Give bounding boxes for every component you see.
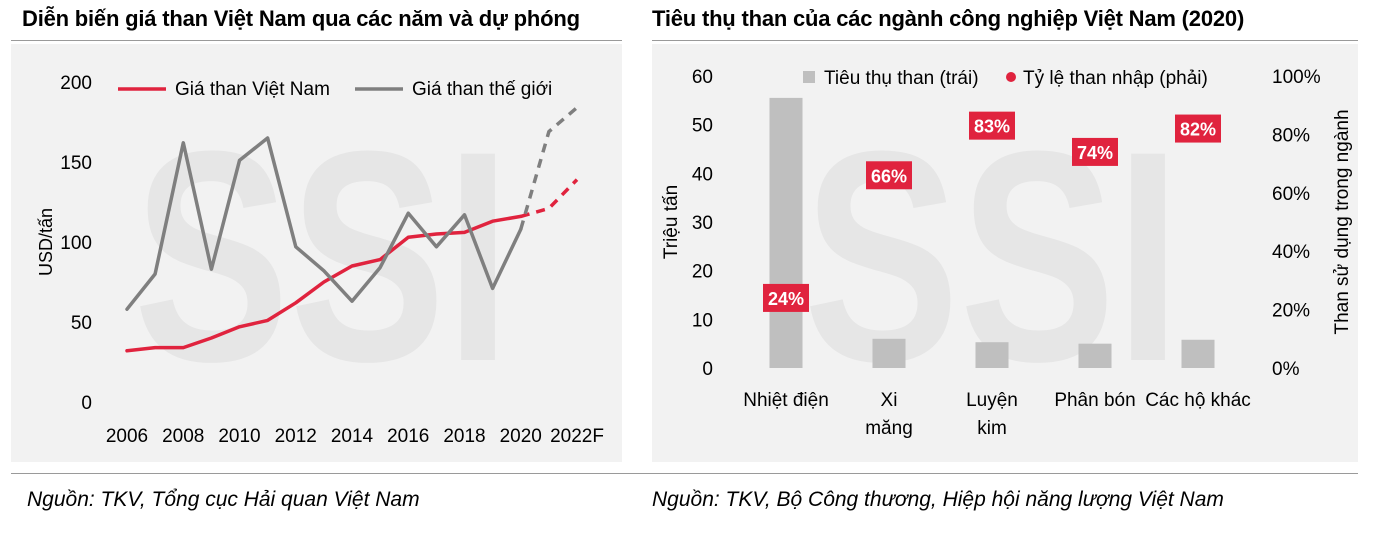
x-tick-label: 2006 <box>106 426 148 447</box>
y-tick-label: 50 <box>692 116 713 137</box>
import-ratio-label: 24% <box>768 289 804 309</box>
x-tick-label: 2012 <box>275 426 317 447</box>
y2-tick-label: 100% <box>1272 67 1321 88</box>
legend-label: Giá than thế giới <box>412 79 552 100</box>
left-watermark: SSI <box>133 89 510 425</box>
category-label: Nhiệt điện <box>743 390 829 411</box>
import-ratio-marker <box>1072 137 1118 166</box>
y-tick-label: 200 <box>60 73 92 94</box>
y-tick-label: 30 <box>692 213 713 234</box>
y-axis-label: USD/tấn <box>36 208 56 276</box>
x-tick-label: 2010 <box>218 426 260 447</box>
x-tick-label: 2020 <box>500 426 542 447</box>
left-title-rule <box>11 40 622 41</box>
x-tick-label: 2016 <box>387 426 429 447</box>
import-ratio-label: 82% <box>1180 120 1216 140</box>
category-label: kim <box>977 418 1007 439</box>
source-rule <box>11 473 1358 474</box>
forecast-line-vietnam <box>520 178 579 219</box>
legend-label: Tỷ lệ than nhập (phải) <box>1023 68 1208 89</box>
import-ratio-label: 66% <box>871 166 907 186</box>
series-line-world <box>125 136 523 311</box>
import-ratio-label: 74% <box>1077 143 1113 163</box>
series-line-vietnam <box>125 214 523 353</box>
left-chart-title: Diễn biến giá than Việt Nam qua các năm … <box>22 6 580 31</box>
y-tick-label: 150 <box>60 153 92 174</box>
y-tick-label: 100 <box>60 233 92 254</box>
y-tick-label: 0 <box>81 393 92 414</box>
bar-consumption <box>1181 339 1215 368</box>
y2-tick-label: 40% <box>1272 242 1310 263</box>
bar-consumption <box>1078 343 1112 368</box>
left-chart-area <box>11 44 622 462</box>
x-tick-label: 2018 <box>443 426 485 447</box>
category-label: Các hộ khác <box>1145 390 1251 411</box>
x-tick-label: 2022F <box>550 426 604 447</box>
legend-label: Giá than Việt Nam <box>175 79 330 100</box>
left-source-note: Nguồn: TKV, Tổng cục Hải quan Việt Nam <box>27 488 420 511</box>
y-axis-label: Triệu tấn <box>661 185 682 259</box>
category-label: Phân bón <box>1054 390 1135 411</box>
legend-label: Tiêu thụ than (trái) <box>824 68 979 89</box>
y-tick-label: 40 <box>692 164 713 185</box>
y2-tick-label: 20% <box>1272 301 1310 322</box>
y2-tick-label: 80% <box>1272 125 1310 146</box>
y-tick-label: 60 <box>692 67 713 88</box>
import-ratio-label: 83% <box>974 117 1010 137</box>
import-ratio-marker <box>866 161 912 190</box>
import-ratio-marker <box>969 111 1015 140</box>
right-source-note: Nguồn: TKV, Bộ Công thương, Hiệp hội năn… <box>652 488 1224 511</box>
import-ratio-marker <box>1175 114 1221 143</box>
y-tick-label: 20 <box>692 262 713 283</box>
right-chart-title: Tiêu thụ than của các ngành công nghiệp … <box>652 6 1245 31</box>
y-tick-label: 0 <box>702 359 713 380</box>
import-ratio-marker <box>763 283 809 312</box>
bar-consumption <box>872 338 906 368</box>
bar-consumption <box>769 97 803 369</box>
y-tick-label: 10 <box>692 310 713 331</box>
category-label: Xi <box>881 390 898 411</box>
category-label: măng <box>865 418 913 439</box>
bar-consumption <box>975 342 1009 368</box>
legend-swatch-consumption <box>803 71 815 83</box>
right-title-rule <box>652 40 1358 41</box>
y2-tick-label: 0% <box>1272 359 1300 380</box>
forecast-line-world <box>519 106 579 230</box>
x-tick-label: 2008 <box>162 426 204 447</box>
y-tick-label: 50 <box>71 313 92 334</box>
legend-swatch-import-ratio <box>1006 72 1016 82</box>
y2-tick-label: 60% <box>1272 184 1310 205</box>
y2-axis-label: Than sử dụng trong ngành <box>1332 109 1353 334</box>
category-label: Luyện <box>966 390 1018 411</box>
x-tick-label: 2014 <box>331 426 374 447</box>
